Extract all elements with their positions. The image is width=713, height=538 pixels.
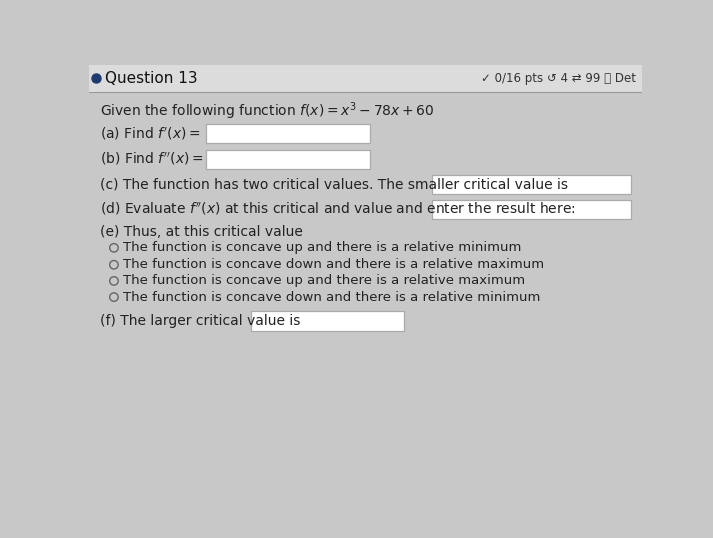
Text: (f) The larger critical value is: (f) The larger critical value is	[100, 314, 300, 328]
Text: The function is concave down and there is a relative maximum: The function is concave down and there i…	[123, 258, 544, 271]
Text: (b) Find $f''(x) =$: (b) Find $f''(x) =$	[100, 151, 203, 167]
FancyBboxPatch shape	[431, 175, 631, 194]
Text: ✓ 0/16 pts ↺ 4 ⇄ 99 ⓘ Det: ✓ 0/16 pts ↺ 4 ⇄ 99 ⓘ Det	[481, 72, 636, 85]
FancyBboxPatch shape	[206, 150, 371, 169]
Text: (a) Find $f'(x) =$: (a) Find $f'(x) =$	[100, 126, 200, 142]
Text: The function is concave down and there is a relative minimum: The function is concave down and there i…	[123, 291, 540, 303]
FancyBboxPatch shape	[431, 200, 631, 219]
Text: The function is concave up and there is a relative maximum: The function is concave up and there is …	[123, 274, 525, 287]
Text: (d) Evaluate $f''(x)$ at this critical and value and enter the result here:: (d) Evaluate $f''(x)$ at this critical a…	[100, 201, 575, 217]
FancyBboxPatch shape	[89, 65, 642, 91]
Text: Given the following function $f(x) = x^3 - 78x + 60$: Given the following function $f(x) = x^3…	[100, 101, 434, 122]
FancyBboxPatch shape	[206, 124, 371, 144]
Text: (e) Thus, at this critical value: (e) Thus, at this critical value	[100, 225, 303, 239]
Text: The function is concave up and there is a relative minimum: The function is concave up and there is …	[123, 242, 522, 254]
Text: Question 13: Question 13	[105, 71, 198, 86]
Text: (c) The function has two critical values. The smaller critical value is: (c) The function has two critical values…	[100, 178, 568, 192]
FancyBboxPatch shape	[251, 312, 404, 330]
